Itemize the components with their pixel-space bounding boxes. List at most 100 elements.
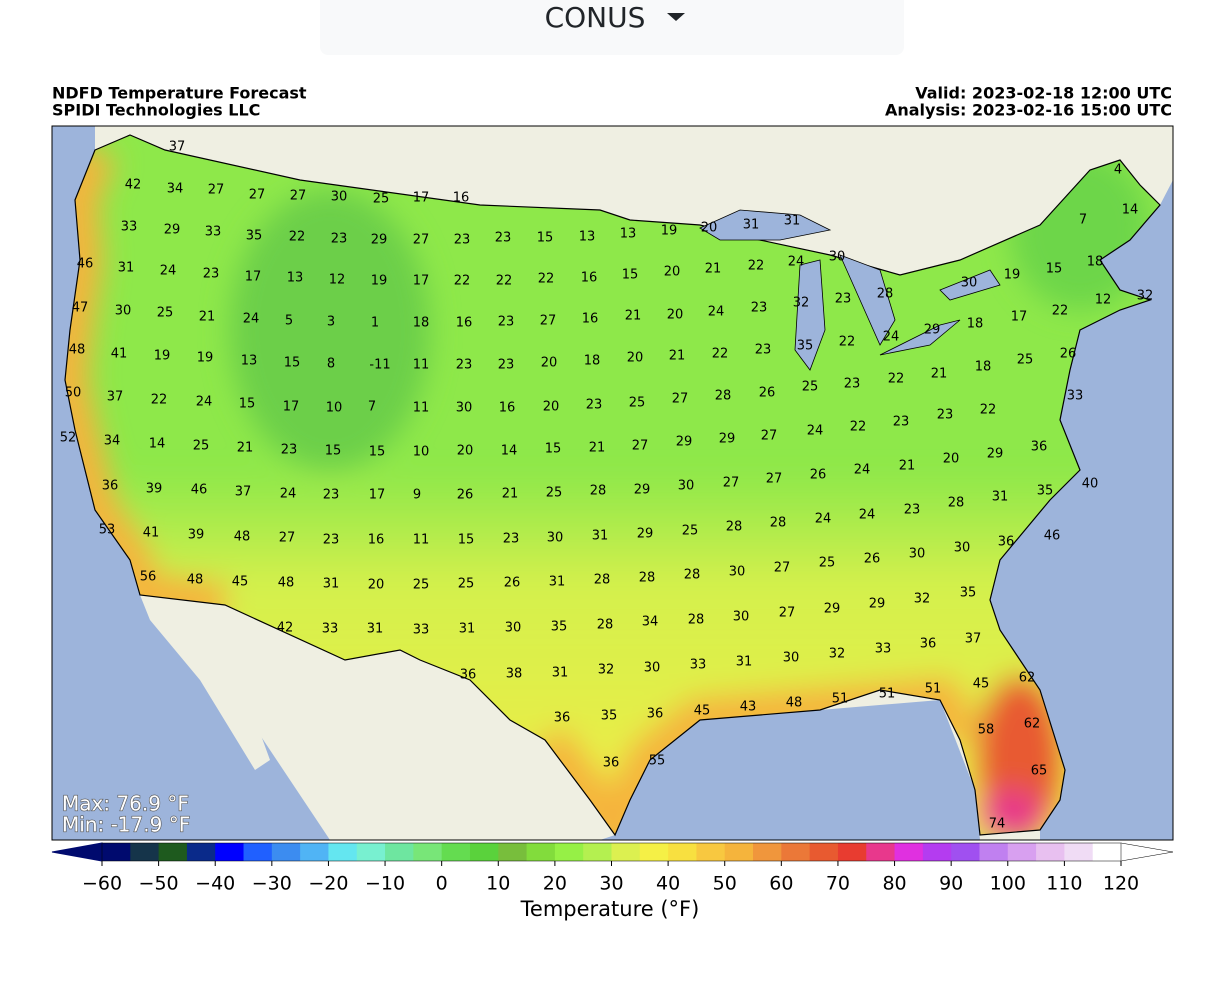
dropdown-label[interactable]: CONUS bbox=[545, 1, 646, 34]
colorbar-segment bbox=[102, 843, 131, 861]
temperature-label: 46 bbox=[77, 257, 94, 272]
colorbar-tick-label: 80 bbox=[882, 873, 906, 895]
temperature-label: 27 bbox=[249, 188, 266, 203]
temperature-label: 16 bbox=[453, 191, 470, 206]
temperature-label: 14 bbox=[149, 437, 166, 452]
temperature-label: 25 bbox=[802, 380, 819, 395]
temperature-label: 22 bbox=[980, 403, 997, 418]
temperature-label: 74 bbox=[989, 817, 1006, 832]
temperature-label: 35 bbox=[601, 709, 618, 724]
temperature-label: 15 bbox=[1046, 262, 1063, 277]
temperature-label: 7 bbox=[1079, 213, 1087, 228]
temperature-label: 28 bbox=[590, 484, 607, 499]
temperature-label: 30 bbox=[505, 621, 522, 636]
temperature-label: 25 bbox=[413, 578, 430, 593]
temperature-label: 20 bbox=[943, 452, 960, 467]
max-temperature: Max: 76.9 °F bbox=[62, 792, 189, 816]
colorbar-tick-label: 60 bbox=[769, 873, 793, 895]
temperature-label: 27 bbox=[774, 561, 791, 576]
colorbar-tick-label: 110 bbox=[1046, 873, 1082, 895]
temperature-label: 43 bbox=[740, 700, 757, 715]
temperature-label: 24 bbox=[280, 487, 297, 502]
colorbar-under bbox=[51, 842, 103, 862]
colorbar-segment bbox=[894, 843, 924, 861]
temperature-label: 27 bbox=[290, 189, 307, 204]
temperature-label: 25 bbox=[682, 524, 699, 539]
temperature-label: 25 bbox=[373, 192, 390, 207]
temperature-label: 28 bbox=[948, 496, 965, 511]
temperature-label: 36 bbox=[920, 637, 937, 652]
colorbar-tick-label: 0 bbox=[436, 873, 448, 895]
temperature-label: 22 bbox=[538, 272, 555, 287]
temperature-label: 30 bbox=[456, 401, 473, 416]
temperature-label: 22 bbox=[888, 372, 905, 387]
colorbar-segment bbox=[158, 843, 188, 861]
colorbar-segment bbox=[866, 843, 896, 861]
temperature-label: 15 bbox=[622, 268, 639, 283]
temperature-label: 31 bbox=[323, 577, 340, 592]
colorbar-tick-label: 20 bbox=[543, 873, 567, 895]
temperature-label: 31 bbox=[118, 261, 135, 276]
temperature-label: 21 bbox=[502, 487, 519, 502]
temperature-label: 24 bbox=[708, 305, 725, 320]
temperature-label: 16 bbox=[456, 316, 473, 331]
temperature-label: 50 bbox=[65, 386, 82, 401]
temperature-label: 17 bbox=[1011, 310, 1028, 325]
temperature-label: 21 bbox=[199, 310, 216, 325]
region-dropdown[interactable] bbox=[320, 0, 904, 55]
temperature-label: 24 bbox=[883, 330, 900, 345]
temperature-label: 28 bbox=[715, 389, 732, 404]
temperature-label: 29 bbox=[637, 527, 654, 542]
temperature-label: 23 bbox=[498, 358, 515, 373]
temperature-label: 31 bbox=[459, 622, 476, 637]
temperature-label: 24 bbox=[788, 255, 805, 270]
temperature-label: 28 bbox=[688, 613, 705, 628]
temperature-label: 23 bbox=[331, 232, 348, 247]
gulf-of-mexico bbox=[600, 700, 980, 840]
temperature-label: 35 bbox=[797, 339, 814, 354]
lake-michigan bbox=[794, 259, 826, 371]
temperature-label: 25 bbox=[1017, 353, 1034, 368]
valid-time: Valid: 2023-02-18 12:00 UTC bbox=[915, 84, 1172, 103]
colorbar-segment bbox=[1007, 843, 1037, 861]
temperature-label: 48 bbox=[234, 530, 251, 545]
colorbar-segment bbox=[328, 843, 358, 861]
temperature-label: 36 bbox=[647, 707, 664, 722]
temperature-label: 30 bbox=[644, 661, 661, 676]
dropdown-caret[interactable] bbox=[667, 13, 685, 21]
temperature-label: 22 bbox=[151, 393, 168, 408]
colorbar-segment bbox=[809, 843, 839, 861]
colorbar-tick-label: 90 bbox=[939, 873, 963, 895]
temperature-label: 35 bbox=[960, 586, 977, 601]
temperature-label: 20 bbox=[541, 356, 558, 371]
temperature-label: 7 bbox=[368, 400, 376, 415]
temperature-label: 31 bbox=[784, 214, 801, 229]
temperature-label: 23 bbox=[456, 358, 473, 373]
temperature-label: 20 bbox=[701, 221, 718, 236]
temperature-label: 17 bbox=[413, 274, 430, 289]
temperature-label: 30 bbox=[678, 479, 695, 494]
colorbar-segment bbox=[498, 843, 528, 861]
colorbar-tick-label: 30 bbox=[599, 873, 623, 895]
temperature-label: 62 bbox=[1024, 717, 1041, 732]
temperature-label: 42 bbox=[277, 621, 294, 636]
temperature-label: 48 bbox=[187, 573, 204, 588]
colorbar-tick-label: 10 bbox=[486, 873, 510, 895]
temperature-label: 33 bbox=[875, 642, 892, 657]
colorbar-segment bbox=[441, 843, 471, 861]
temperature-label: 26 bbox=[759, 386, 776, 401]
temperature-label: 46 bbox=[1044, 529, 1061, 544]
temperature-label: 27 bbox=[208, 183, 225, 198]
temperature-label: 23 bbox=[755, 343, 772, 358]
colorbar-segment bbox=[215, 843, 245, 861]
temperature-label: 5 bbox=[285, 314, 293, 329]
temperature-label: 28 bbox=[726, 520, 743, 535]
colorbar-segment bbox=[186, 843, 216, 861]
temperature-label: 19 bbox=[154, 349, 171, 364]
map-frame bbox=[51, 125, 1174, 841]
temperature-label: 22 bbox=[1052, 304, 1069, 319]
temperature-label: 24 bbox=[243, 312, 260, 327]
temperature-label: 33 bbox=[690, 658, 707, 673]
temperature-label: 27 bbox=[761, 429, 778, 444]
lake-superior bbox=[699, 209, 832, 241]
